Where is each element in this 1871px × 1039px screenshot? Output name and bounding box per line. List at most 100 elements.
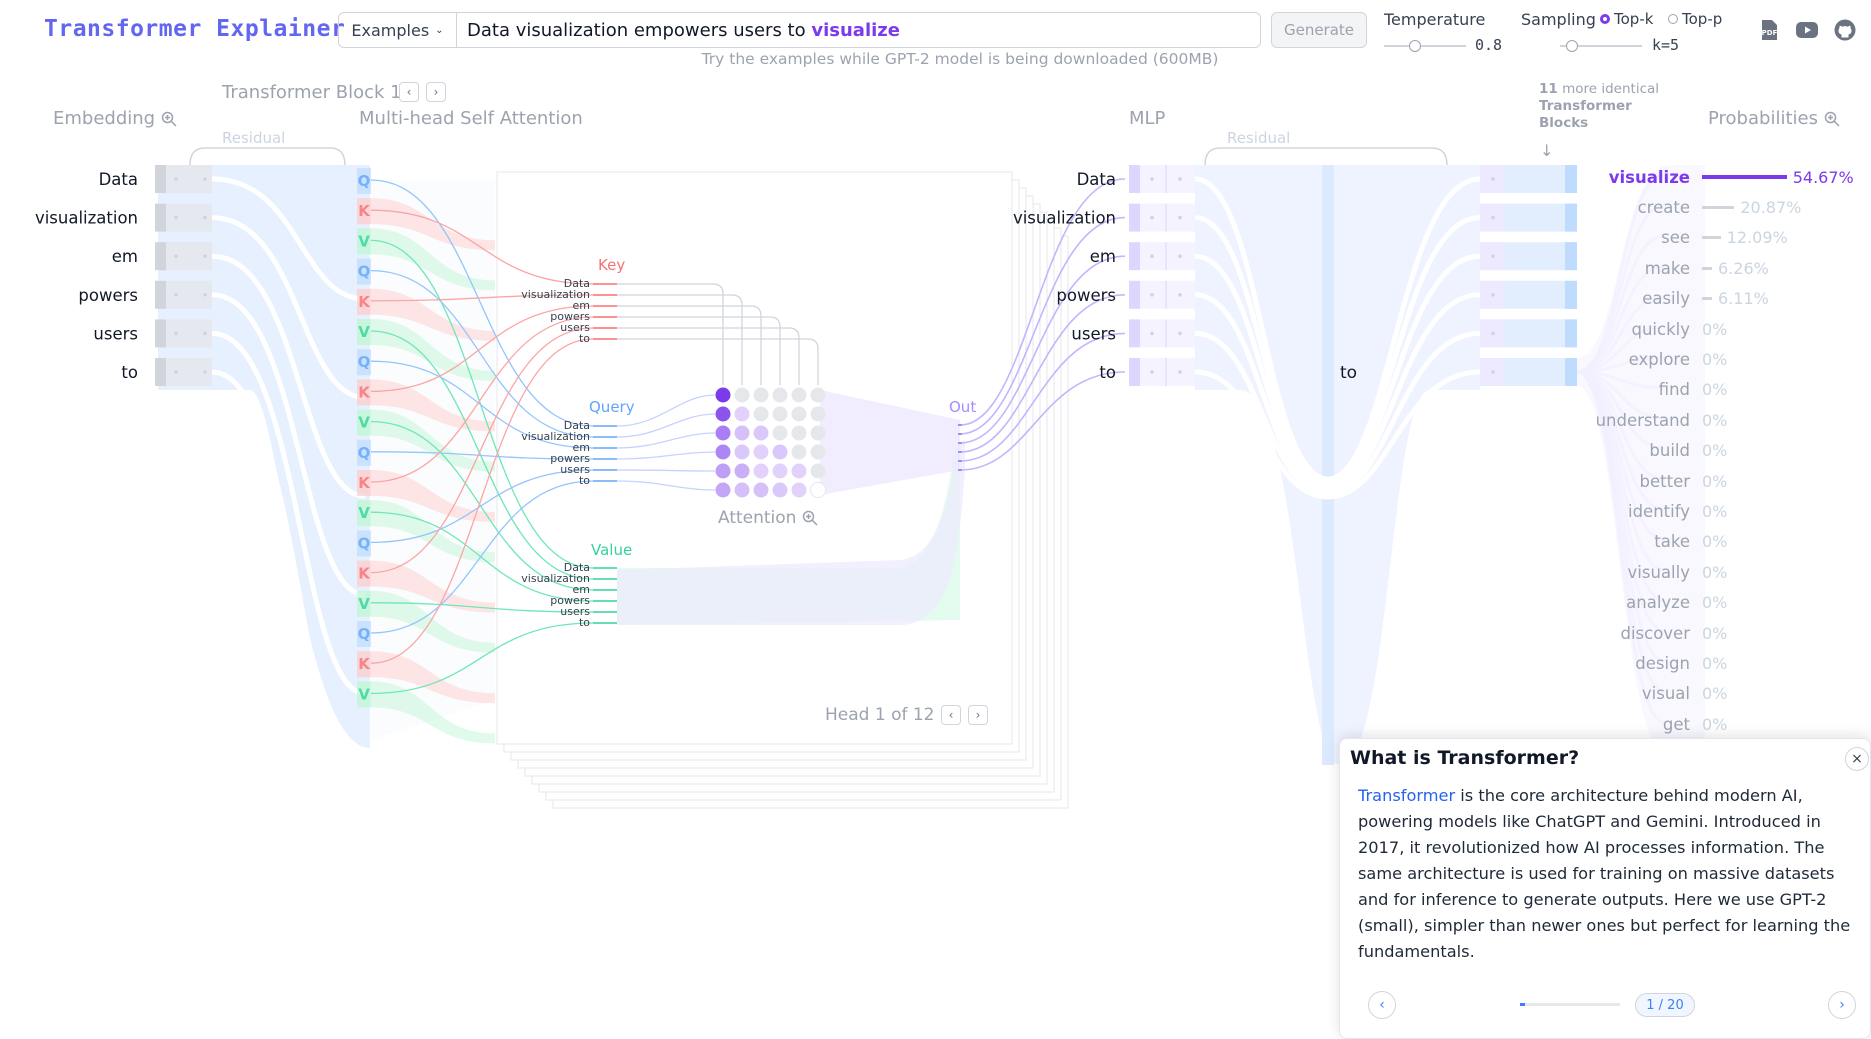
download-hint: Try the examples while GPT-2 model is be… [701,50,1219,68]
k-slider-knob[interactable] [1566,40,1578,52]
tooltip-prev-button[interactable]: ‹ [1368,991,1396,1019]
mlp-dot [1178,331,1182,336]
next-block-button[interactable]: › [426,82,446,102]
qkv-letter: V [358,323,370,341]
mlp-cell [1129,319,1140,348]
probability-row[interactable]: explore 0% [1590,347,1728,371]
probability-row[interactable]: see 12.09% [1590,226,1788,250]
prompt-input[interactable]: Data visualization empowers users to vis… [457,20,900,41]
transformer-link[interactable]: Transformer [1358,786,1456,805]
generate-button[interactable]: Generate [1271,12,1367,48]
value-token-label: Data [564,561,590,574]
probabilities-label: Probabilities [1708,108,1818,129]
probability-value: 0% [1702,501,1728,521]
attention-cell [753,482,769,498]
temperature-slider-knob[interactable] [1409,40,1421,52]
probability-row[interactable]: create 20.87% [1590,195,1802,219]
probability-row[interactable]: visual 0% [1590,682,1728,706]
query-to-matrix [616,469,716,472]
probability-row[interactable]: identify 0% [1590,499,1727,523]
probability-word: build [1649,441,1690,461]
temperature-slider[interactable] [1384,45,1466,47]
mlp-cell [1140,280,1195,309]
out-to-mlp [959,216,1126,435]
key-token-label: visualization [521,288,590,301]
youtube-icon[interactable] [1795,18,1819,42]
value-token-label: powers [550,594,590,607]
probability-row[interactable]: better 0% [1590,469,1728,493]
probability-row[interactable]: visually 0% [1590,560,1728,584]
topk-radio[interactable]: Top-k [1600,10,1653,28]
k-slider[interactable] [1560,45,1642,47]
probability-word: understand [1595,410,1690,430]
probability-row[interactable]: discover 0% [1590,621,1727,645]
tooltip-text: is the core architecture behind modern A… [1358,786,1851,961]
embedding-flow [211,215,366,401]
query-token-label: powers [550,452,590,465]
residual-bracket [1204,147,1448,166]
probability-row[interactable]: find 0% [1590,378,1728,402]
zoom-in-icon[interactable] [1824,111,1840,127]
probability-row[interactable]: get 0% [1590,712,1728,736]
tooltip-next-button[interactable]: › [1828,991,1856,1019]
attention-cell [734,387,750,403]
embedding-cell [155,319,166,348]
key-token-label: Data [564,277,590,290]
block-output-cell [1565,319,1577,348]
zoom-in-icon[interactable] [161,111,177,127]
probability-row[interactable]: analyze 0% [1590,591,1727,615]
query-token-label: users [560,463,590,476]
mlp-cell [1129,242,1140,271]
embedding-dot [174,293,178,297]
examples-dropdown[interactable]: Examples ⌄ [339,13,457,47]
probability-row[interactable]: make 6.26% [1590,256,1769,280]
embedding-dot [174,254,178,258]
embedding-title[interactable]: Embedding [53,108,177,129]
attention-cell [734,444,750,460]
temperature-label: Temperature [1384,10,1486,29]
attention-title[interactable]: Multi-head Self Attention [359,108,583,129]
attention-cell [715,444,731,460]
qkv-letter: K [358,474,371,492]
probability-row[interactable]: visualize 54.67% [1590,165,1854,189]
mlp-title[interactable]: MLP [1129,108,1166,129]
probability-value: 0% [1702,562,1728,582]
prev-head-button[interactable]: ‹ [941,705,961,725]
zoom-in-icon[interactable] [802,510,818,526]
key-to-matrix [617,283,724,385]
key-band [371,560,495,613]
qkv-letter: K [358,202,371,220]
mlp-dot [1150,370,1154,374]
probability-row[interactable]: understand 0% [1590,408,1728,432]
github-icon[interactable] [1833,18,1857,42]
qkv-letter: Q [358,625,371,643]
probabilities-title[interactable]: Probabilities [1708,108,1840,129]
probability-row[interactable]: quickly 0% [1590,317,1728,341]
radio-unselected-icon [1668,14,1678,24]
out-to-mlp [959,294,1126,453]
prompt-input-box[interactable]: Examples ⌄ Data visualization empowers u… [338,12,1261,48]
attention-cell [753,425,769,441]
temperature-value: 0.8 [1475,36,1503,54]
qkv-letter: V [358,504,370,522]
topp-radio[interactable]: Top-p [1668,10,1722,28]
probability-word: make [1644,258,1690,278]
qkv-letter: V [358,414,370,432]
close-button[interactable]: × [1845,747,1869,771]
prev-block-button[interactable]: ‹ [399,82,419,102]
probability-word: design [1635,653,1690,673]
probability-row[interactable]: design 0% [1590,651,1727,675]
attention-matrix-title[interactable]: Attention [718,508,818,528]
app-logo[interactable]: Transformer Explainer [44,16,346,42]
block-output-dot [1491,293,1495,297]
attention-cell [715,387,731,403]
probability-row[interactable]: build 0% [1590,439,1727,463]
attention-cell [734,463,750,479]
probability-row[interactable]: easily 6.11% [1590,287,1769,311]
mlp-dot [1178,177,1182,181]
pdf-icon[interactable]: PDF [1757,18,1781,42]
mlp-token-label: em [1090,247,1116,266]
value-band [371,590,495,653]
probability-row[interactable]: take 0% [1590,530,1727,554]
next-head-button[interactable]: › [968,705,988,725]
